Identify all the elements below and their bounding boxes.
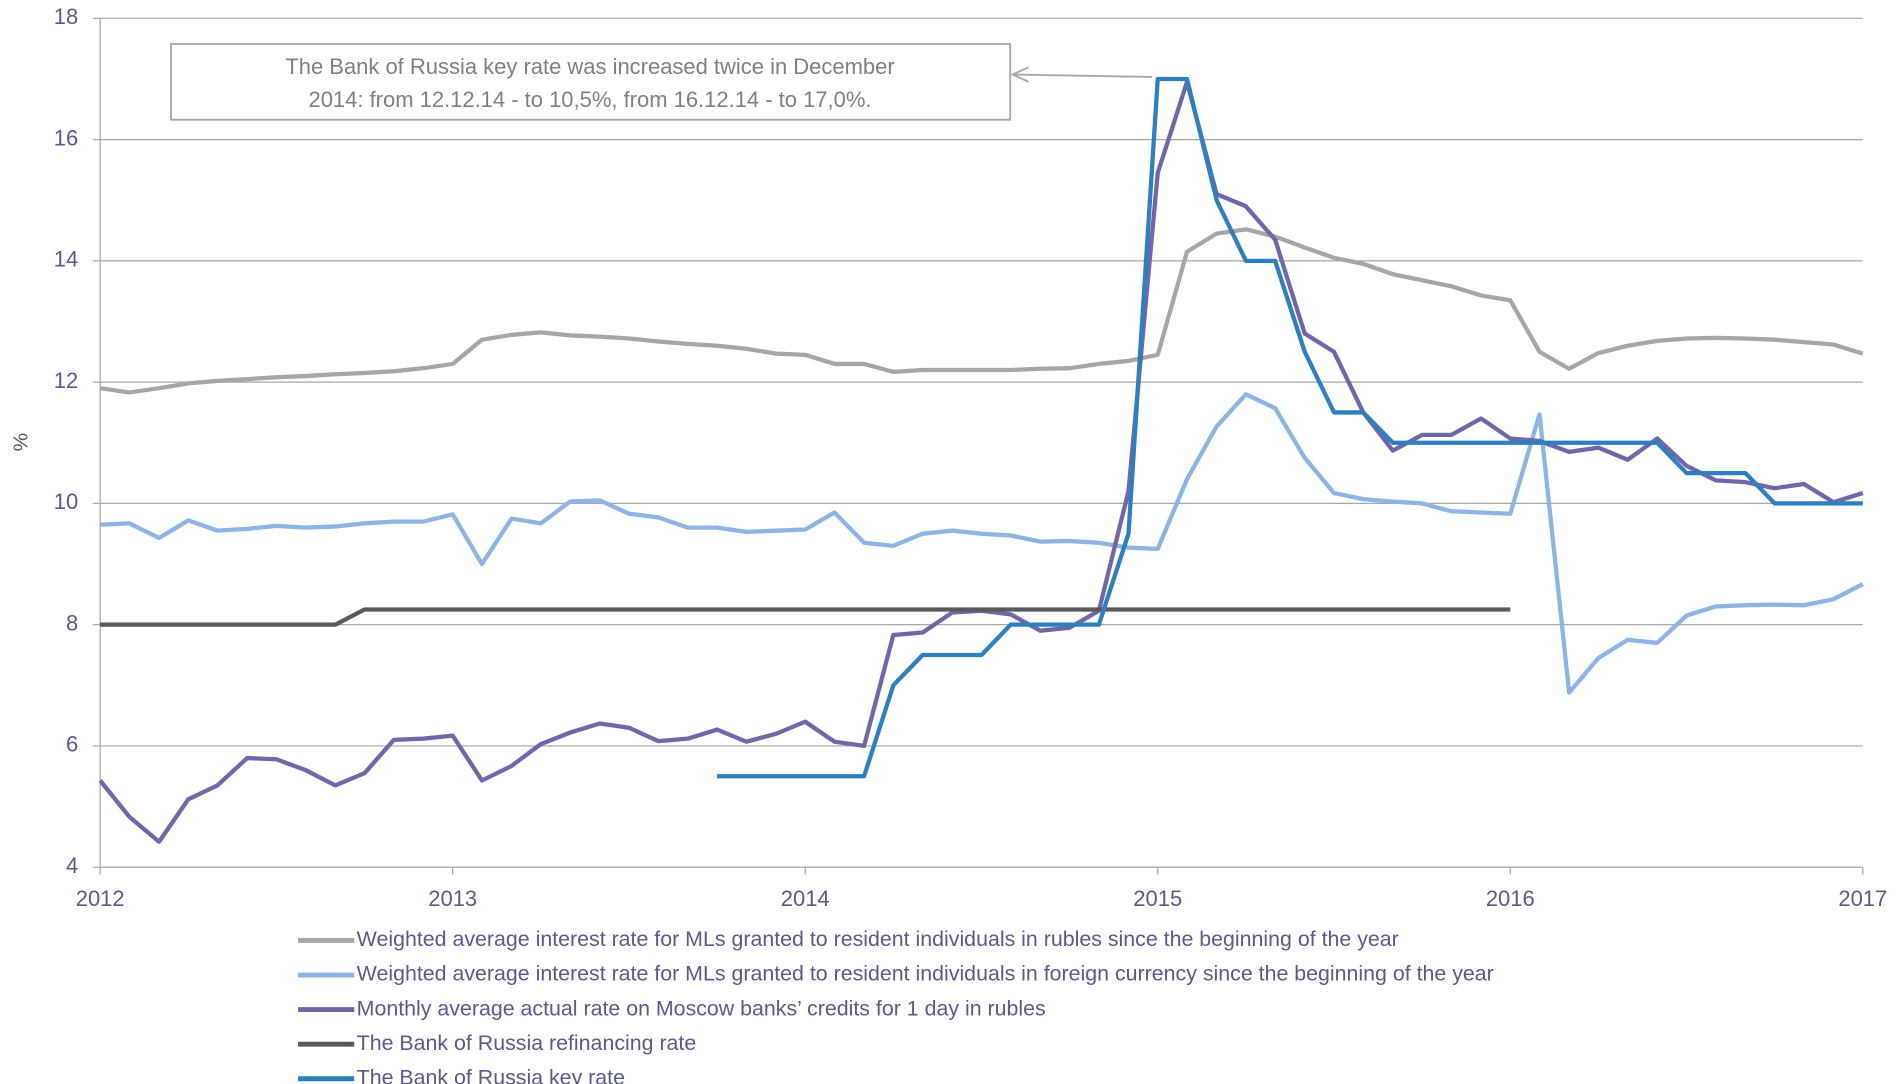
series-line (100, 607, 1511, 627)
series-line (717, 76, 1863, 779)
legend-label: Weighted average interest rate for MLs g… (357, 927, 1399, 951)
x-tick-label: 2013 (428, 886, 477, 911)
legend-label: Monthly average actual rate on Moscow ba… (357, 996, 1046, 1020)
y-tick-label: 10 (54, 489, 78, 514)
y-tick-label: 12 (54, 368, 78, 393)
x-tick-label: 2014 (781, 886, 830, 911)
annotation-box (170, 43, 1012, 121)
x-tick-label: 2012 (76, 886, 125, 911)
arrow-head (1010, 66, 1029, 83)
y-tick-label: 14 (54, 247, 78, 272)
legend-label: Weighted average interest rate for MLs g… (357, 962, 1494, 986)
y-tick-label: 18 (54, 4, 78, 29)
y-tick-label: 8 (66, 610, 78, 635)
y-tick-label: 16 (54, 125, 78, 150)
legend-label: The Bank of Russia refinancing rate (357, 1031, 697, 1055)
annotation: The Bank of Russia key rate was increase… (285, 54, 894, 79)
annotation-arrow (1012, 73, 1152, 78)
y-axis-label: % (9, 433, 32, 451)
legend-label: The Bank of Russia key rate (357, 1065, 625, 1084)
y-tick-label: 6 (66, 732, 78, 757)
series-line (98, 79, 1864, 844)
series-line (100, 392, 1864, 695)
x-tick-label: 2015 (1133, 886, 1182, 911)
x-tick-label: 2016 (1486, 886, 1535, 911)
series-line (99, 227, 1864, 395)
y-tick-label: 4 (66, 853, 78, 878)
annotation: 2014: from 12.12.14 - to 10,5%, from 16.… (308, 87, 871, 112)
x-tick-label: 2017 (1838, 886, 1887, 911)
